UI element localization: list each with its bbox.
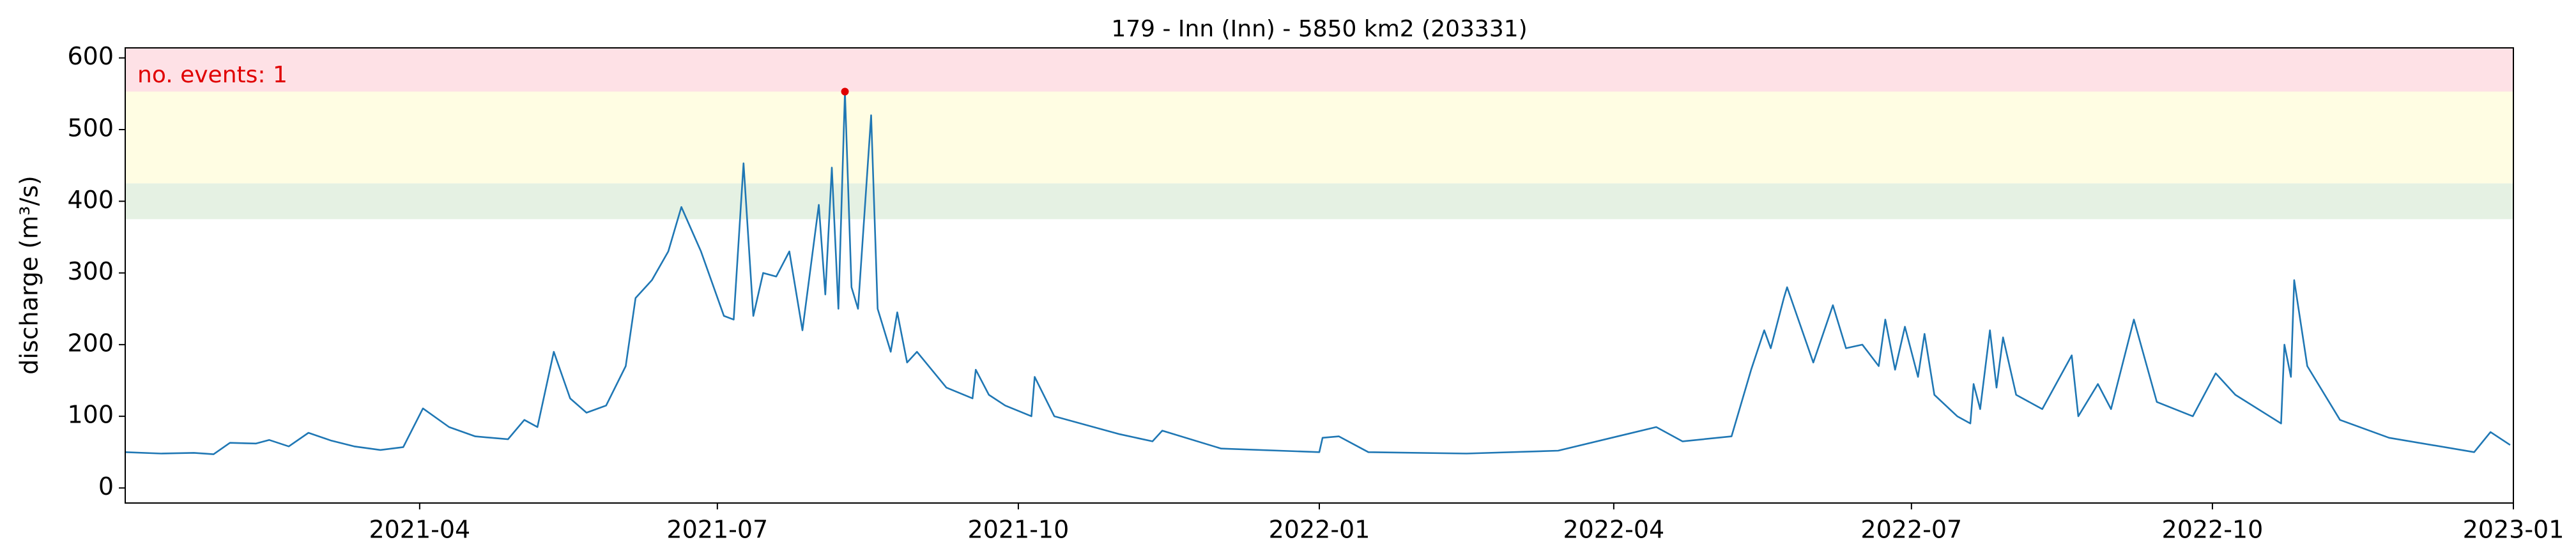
y-axis-label: discharge (m³/s) xyxy=(15,176,43,375)
y-tick-label: 300 xyxy=(67,257,114,285)
event-count: no. events: 1 xyxy=(137,62,288,88)
chart-title: 179 - Inn (Inn) - 5850 km2 (203331) xyxy=(1111,16,1527,42)
x-tick-label: 2022-10 xyxy=(2162,516,2264,544)
y-tick-label: 400 xyxy=(67,186,114,214)
y-tick-label: 600 xyxy=(67,42,114,70)
y-tick-label: 500 xyxy=(67,114,114,142)
x-tick-label: 2022-04 xyxy=(1563,516,1664,544)
x-tick-label: 2022-01 xyxy=(1269,516,1370,544)
y-tick-label: 100 xyxy=(67,401,114,429)
threshold-band xyxy=(125,48,2513,92)
threshold-band xyxy=(125,91,2513,184)
x-tick-label: 2022-07 xyxy=(1860,516,1962,544)
threshold-band xyxy=(125,183,2513,220)
y-tick-label: 0 xyxy=(98,472,114,500)
x-tick-label: 2021-04 xyxy=(369,516,470,544)
x-tick-label: 2023-01 xyxy=(2463,516,2564,544)
y-tick-label: 200 xyxy=(67,329,114,357)
event-point xyxy=(841,87,849,96)
x-tick-label: 2021-10 xyxy=(968,516,1070,544)
discharge-line xyxy=(125,91,2511,455)
x-tick-label: 2021-07 xyxy=(666,516,768,544)
